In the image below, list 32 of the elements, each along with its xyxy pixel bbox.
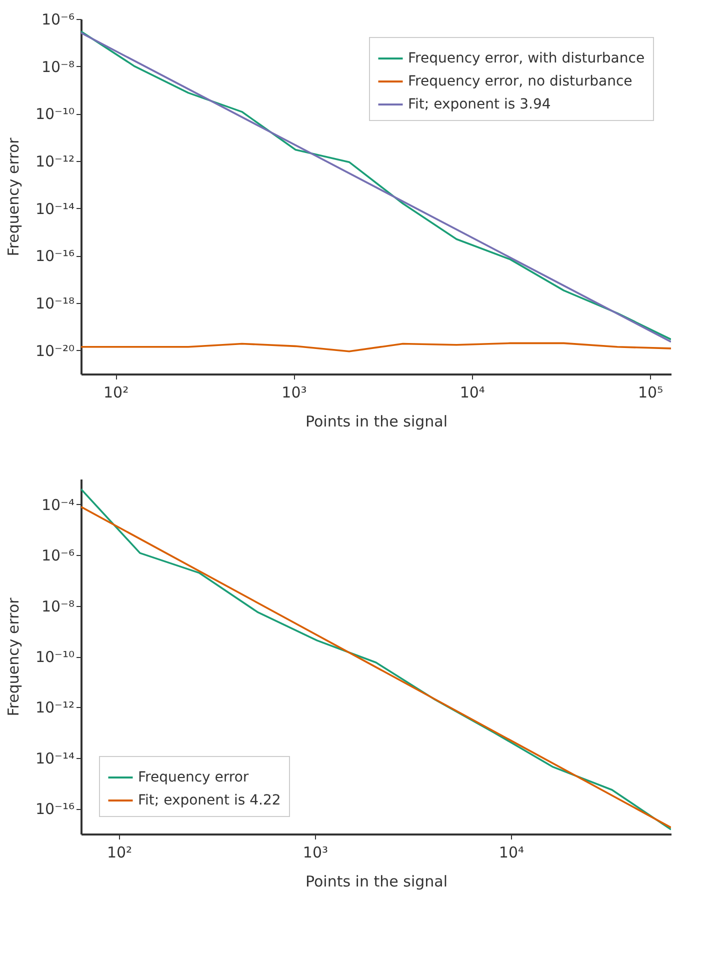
legend-label: Frequency error, no disturbance	[408, 74, 632, 90]
y-tick-label: 10⁻¹²	[35, 152, 74, 170]
legend-label: Frequency error	[138, 770, 249, 786]
y-tick-label: 10⁻¹⁴	[35, 749, 74, 768]
y-tick-label: 10⁻⁶	[41, 10, 74, 28]
y-axis-title: Frequency error	[4, 596, 22, 716]
x-axis-title: Points in the signal	[305, 872, 448, 890]
legend-label: Fit; exponent is 3.94	[408, 96, 551, 112]
x-tick-label: 10³	[282, 384, 307, 402]
y-tick-label: 10⁻¹⁰	[35, 105, 74, 124]
y-axis-title: Frequency error	[4, 136, 22, 256]
x-tick-label: 10⁴	[498, 844, 524, 862]
y-tick-label: 10⁻¹⁴	[35, 200, 74, 218]
x-axis-title: Points in the signal	[305, 412, 448, 430]
x-tick-label: 10²	[103, 384, 129, 402]
x-tick-label: 10⁴	[460, 384, 485, 402]
legend-label: Fit; exponent is 4.22	[138, 792, 281, 808]
y-tick-label: 10⁻¹⁶	[35, 247, 74, 266]
y-tick-label: 10⁻⁸	[41, 597, 74, 616]
y-tick-label: 10⁻¹⁶	[35, 800, 74, 818]
line-series	[81, 342, 671, 352]
y-tick-label: 10⁻⁴	[41, 496, 74, 514]
y-tick-label: 10⁻¹⁰	[35, 648, 74, 666]
y-tick-label: 10⁻¹⁸	[35, 294, 74, 312]
x-tick-label: 10⁵	[638, 384, 664, 402]
x-tick-label: 10²	[106, 844, 132, 862]
y-tick-label: 10⁻⁸	[41, 58, 74, 76]
x-tick-label: 10³	[302, 844, 328, 862]
y-tick-label: 10⁻¹²	[35, 698, 74, 717]
y-tick-label: 10⁻⁶	[41, 546, 74, 565]
legend-label: Frequency error, with disturbance	[408, 50, 645, 66]
y-tick-label: 10⁻²⁰	[35, 342, 74, 360]
